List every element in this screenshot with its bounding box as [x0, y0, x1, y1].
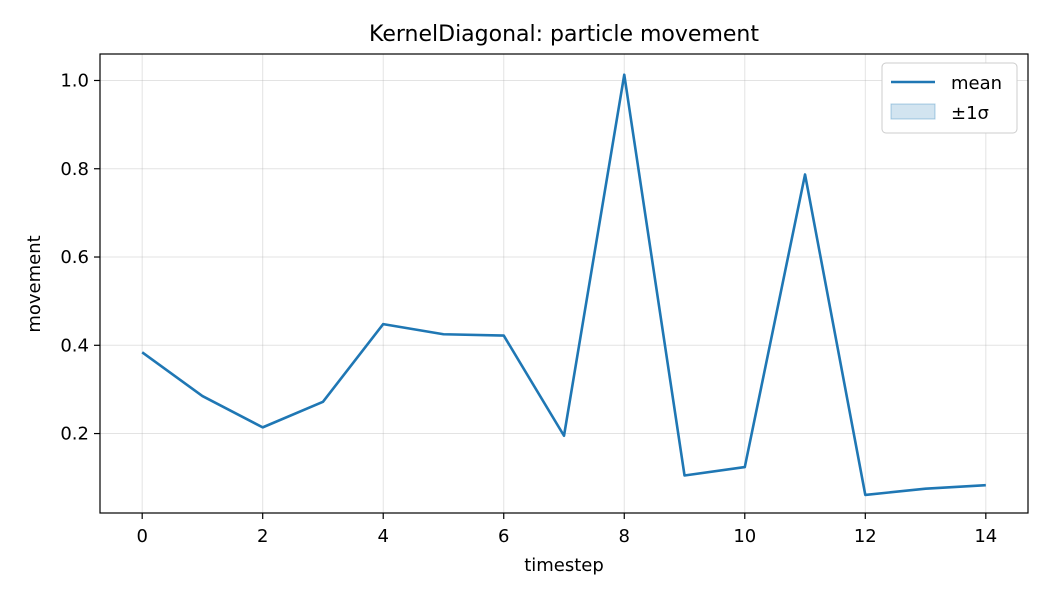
- x-axis-ticks: 0 2 4 6 8 10 12 14: [136, 513, 997, 547]
- x-tick-label: 10: [733, 526, 756, 547]
- x-tick-label: 14: [974, 526, 997, 547]
- x-tick-label: 4: [377, 526, 388, 547]
- x-tick-label: 12: [854, 526, 877, 547]
- y-tick-label: 0.4: [60, 335, 89, 356]
- legend-sigma-label: ±1σ: [951, 103, 989, 124]
- chart-title: KernelDiagonal: particle movement: [369, 22, 759, 47]
- legend-mean-label: mean: [951, 73, 1002, 94]
- y-axis-ticks: 0.2 0.4 0.6 0.8 1.0: [60, 70, 100, 445]
- x-tick-label: 8: [619, 526, 630, 547]
- y-tick-label: 0.8: [60, 159, 89, 180]
- legend-sigma-swatch: [890, 103, 936, 120]
- legend: mean ±1σ: [881, 62, 1018, 134]
- x-axis-label: timestep: [524, 555, 604, 576]
- series-layer: [141, 73, 986, 497]
- legend-box: [881, 62, 1018, 134]
- y-tick-label: 0.2: [60, 424, 89, 445]
- x-tick-label: 0: [136, 526, 147, 547]
- y-tick-label: 0.6: [60, 247, 89, 268]
- series-mean-line: [141, 73, 986, 497]
- x-tick-label: 2: [257, 526, 268, 547]
- plot-frame: [99, 53, 1029, 514]
- y-tick-label: 1.0: [60, 70, 89, 91]
- x-tick-label: 6: [498, 526, 509, 547]
- y-axis-label: movement: [24, 235, 45, 332]
